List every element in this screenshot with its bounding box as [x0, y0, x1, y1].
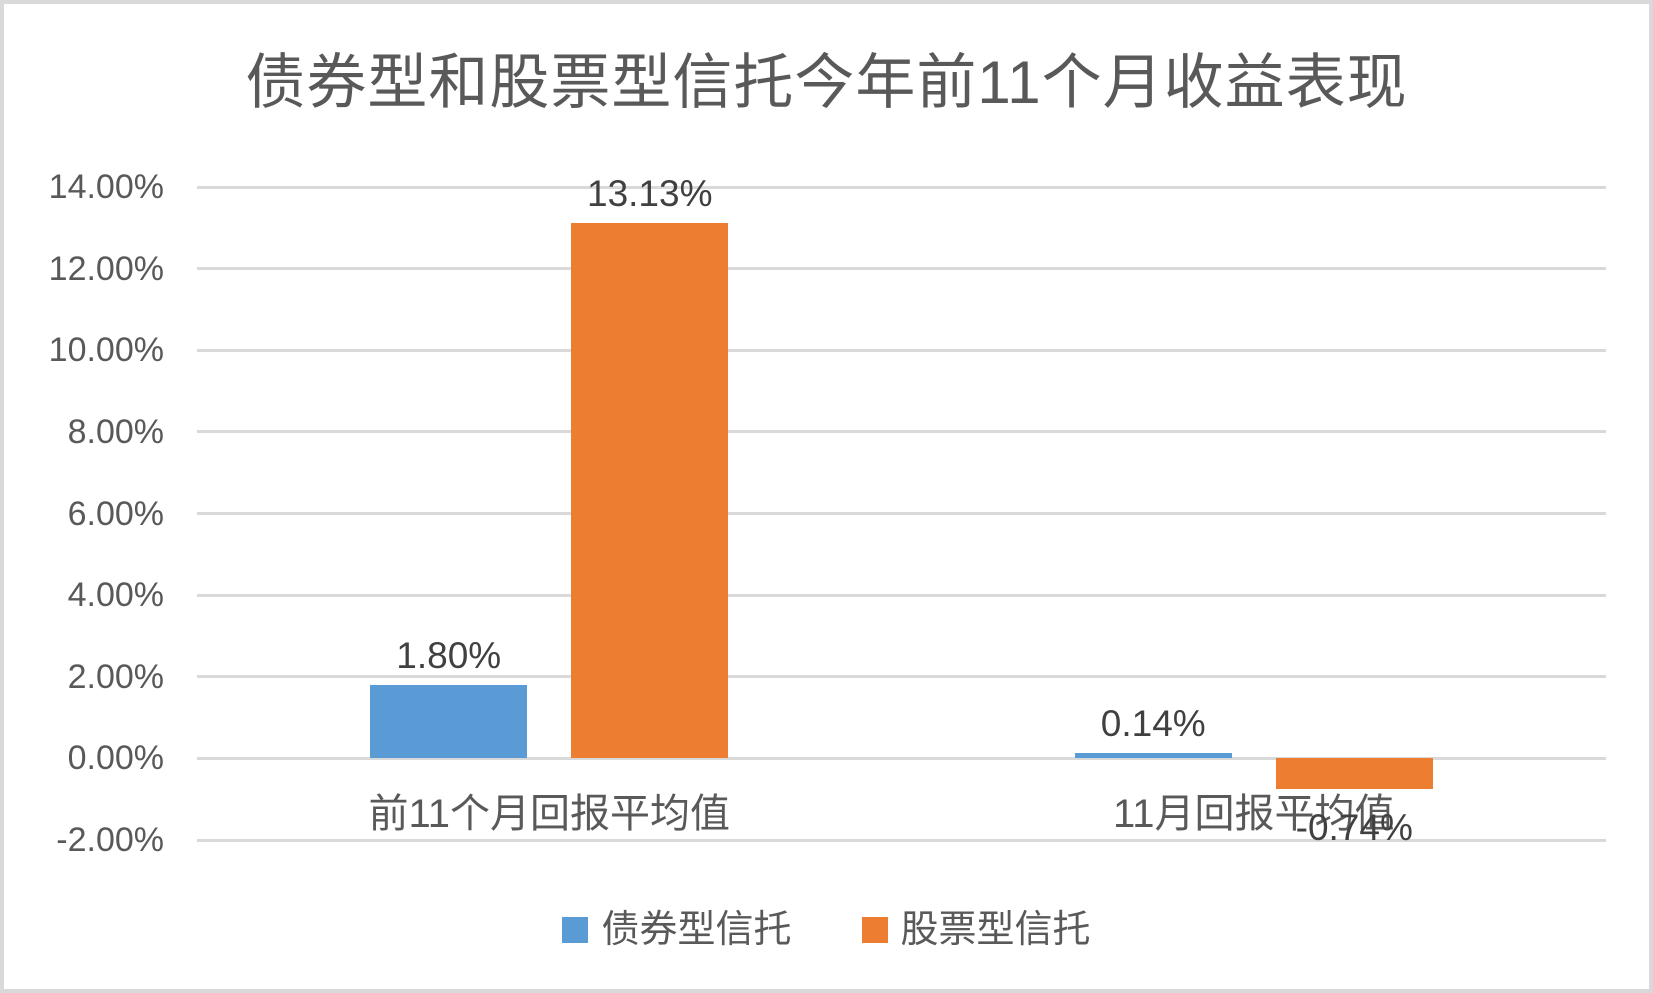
y-gridline [197, 348, 1606, 352]
plot-area [197, 185, 1606, 842]
y-axis-tick-label: 4.00% [67, 576, 164, 615]
legend-swatch [861, 917, 888, 943]
y-gridline [197, 593, 1606, 597]
y-gridline [197, 756, 1606, 760]
y-axis-tick-label: 8.00% [67, 412, 164, 451]
y-gridline [197, 838, 1606, 842]
bar-value-label: 13.13% [587, 172, 713, 214]
y-axis-tick-label: -2.00% [56, 821, 164, 859]
y-gridline [197, 185, 1606, 189]
legend-item: 股票型信托 [861, 908, 1091, 952]
legend-label: 股票型信托 [900, 909, 1091, 951]
chart-title: 债券型和股票型信托今年前11个月收益表现 [245, 49, 1408, 116]
category-label: 11月回报平均值 [1112, 792, 1395, 837]
y-gridline [197, 512, 1606, 515]
y-axis-tick-label: 10.00% [48, 331, 164, 370]
y-gridline [197, 267, 1606, 271]
bar-value-label: 0.14% [1100, 702, 1206, 744]
y-axis-tick-label: 14.00% [48, 168, 164, 206]
y-gridline [197, 430, 1606, 434]
y-axis-tick-label: 6.00% [67, 494, 164, 533]
y-gridline [197, 675, 1606, 679]
bar-value-label: 1.80% [396, 634, 502, 676]
legend-item: 债券型信托 [562, 908, 792, 952]
legend: 债券型信托 股票型信托 [4, 902, 1649, 958]
bar [571, 222, 729, 759]
category-label: 前11个月回报平均值 [368, 792, 731, 837]
legend-swatch [562, 917, 589, 943]
y-axis-tick-label: 12.00% [48, 249, 164, 288]
bar [1275, 758, 1433, 789]
y-axis-tick-label: 2.00% [67, 657, 164, 696]
bar-value-label: -0.74% [1295, 806, 1413, 848]
legend-label: 债券型信托 [601, 909, 792, 951]
bar [370, 684, 528, 759]
y-axis-tick-label: 0.00% [67, 739, 164, 778]
bar [1074, 752, 1232, 759]
